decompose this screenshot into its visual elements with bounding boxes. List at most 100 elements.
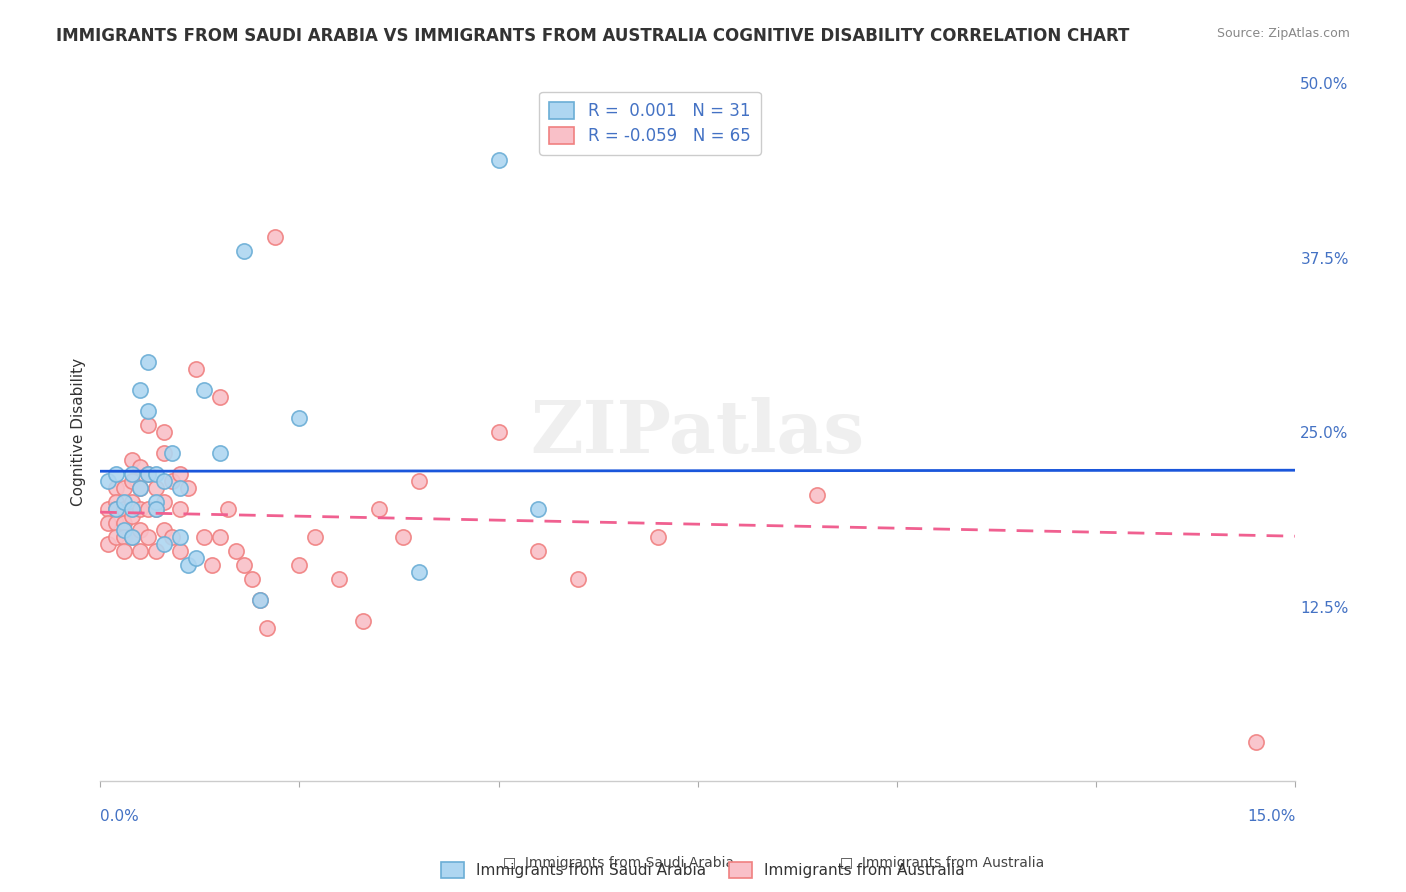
Point — [1244, 735, 1267, 749]
Point — [97, 537, 120, 551]
Point — [408, 565, 430, 579]
Point — [129, 543, 152, 558]
Point — [136, 418, 159, 433]
Point — [169, 481, 191, 495]
Point — [129, 460, 152, 475]
Text: □  Immigrants from Australia: □ Immigrants from Australia — [839, 855, 1045, 870]
Point — [105, 516, 128, 530]
Text: 0.0%: 0.0% — [100, 809, 139, 824]
Point — [153, 425, 176, 440]
Point — [249, 592, 271, 607]
Point — [121, 474, 143, 488]
Point — [153, 495, 176, 509]
Point — [121, 530, 143, 544]
Point — [160, 530, 183, 544]
Text: IMMIGRANTS FROM SAUDI ARABIA VS IMMIGRANTS FROM AUSTRALIA COGNITIVE DISABILITY C: IMMIGRANTS FROM SAUDI ARABIA VS IMMIGRAN… — [56, 27, 1129, 45]
Point — [264, 230, 287, 244]
Point — [232, 558, 254, 572]
Point — [208, 446, 231, 460]
Point — [136, 404, 159, 418]
Point — [112, 495, 135, 509]
Point — [328, 572, 350, 586]
Point — [97, 502, 120, 516]
Point — [225, 543, 247, 558]
Point — [112, 523, 135, 537]
Point — [145, 502, 167, 516]
Point — [806, 488, 828, 502]
Point — [304, 530, 326, 544]
Point — [129, 481, 152, 495]
Point — [136, 502, 159, 516]
Point — [169, 543, 191, 558]
Point — [184, 362, 207, 376]
Point — [112, 516, 135, 530]
Point — [408, 474, 430, 488]
Point — [136, 467, 159, 481]
Point — [567, 572, 589, 586]
Point — [153, 523, 176, 537]
Point — [112, 530, 135, 544]
Point — [527, 543, 550, 558]
Legend: R =  0.001   N = 31, R = -0.059   N = 65: R = 0.001 N = 31, R = -0.059 N = 65 — [540, 92, 761, 155]
Point — [232, 244, 254, 258]
Point — [129, 523, 152, 537]
Point — [153, 537, 176, 551]
Point — [121, 495, 143, 509]
Point — [105, 502, 128, 516]
Point — [184, 550, 207, 565]
Point — [129, 481, 152, 495]
Point — [352, 614, 374, 628]
Point — [129, 384, 152, 398]
Point — [136, 530, 159, 544]
Point — [112, 543, 135, 558]
Point — [193, 530, 215, 544]
Y-axis label: Cognitive Disability: Cognitive Disability — [72, 359, 86, 507]
Point — [488, 153, 510, 168]
Point — [153, 474, 176, 488]
Point — [97, 516, 120, 530]
Point — [288, 411, 311, 425]
Point — [121, 530, 143, 544]
Point — [208, 390, 231, 404]
Text: □  Immigrants from Saudi Arabia: □ Immigrants from Saudi Arabia — [503, 855, 734, 870]
Text: Source: ZipAtlas.com: Source: ZipAtlas.com — [1216, 27, 1350, 40]
Point — [368, 502, 391, 516]
Point — [288, 558, 311, 572]
Text: 15.0%: 15.0% — [1247, 809, 1295, 824]
Point — [201, 558, 224, 572]
Point — [105, 495, 128, 509]
Point — [193, 384, 215, 398]
Point — [527, 502, 550, 516]
Point — [105, 502, 128, 516]
Point — [129, 502, 152, 516]
Point — [121, 508, 143, 523]
Point — [169, 502, 191, 516]
Point — [105, 530, 128, 544]
Point — [392, 530, 415, 544]
Point — [249, 592, 271, 607]
Point — [217, 502, 239, 516]
Point — [121, 502, 143, 516]
Point — [256, 621, 278, 635]
Point — [121, 467, 143, 481]
Point — [208, 530, 231, 544]
Point — [112, 481, 135, 495]
Point — [105, 481, 128, 495]
Point — [169, 530, 191, 544]
Point — [105, 467, 128, 481]
Point — [647, 530, 669, 544]
Point — [153, 446, 176, 460]
Point — [240, 572, 263, 586]
Point — [177, 558, 200, 572]
Point — [112, 502, 135, 516]
Point — [145, 495, 167, 509]
Point — [145, 481, 167, 495]
Point — [136, 355, 159, 369]
Point — [160, 474, 183, 488]
Point — [97, 474, 120, 488]
Text: ZIPatlas: ZIPatlas — [530, 397, 865, 467]
Point — [145, 543, 167, 558]
Point — [160, 446, 183, 460]
Point — [177, 481, 200, 495]
Point — [488, 425, 510, 440]
